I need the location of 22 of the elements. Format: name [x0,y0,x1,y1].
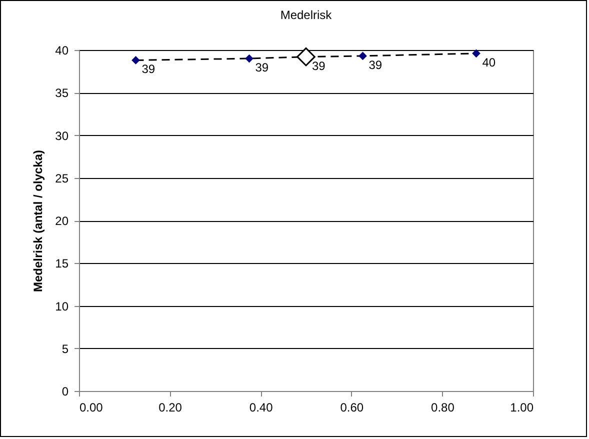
y-tick-label: 20 [55,214,69,228]
data-label: 39 [312,58,326,73]
y-tick-label: 10 [55,299,69,314]
y-tick-label: 0 [62,384,69,398]
x-tick-label: 0.00 [80,400,104,414]
y-tick-label: 15 [55,256,69,271]
y-tick-label: 30 [55,128,69,143]
y-tick-label: 40 [55,44,69,58]
y-tick-label: 35 [55,86,69,100]
data-label: 39 [368,58,382,72]
y-tick-label: 5 [62,342,69,356]
x-tick-label: 1.00 [510,400,534,414]
y-tick-label: 25 [55,171,69,186]
data-label: 39 [255,60,269,75]
x-tick-label: 0.60 [340,400,364,414]
x-tick-label: 0.80 [431,400,455,414]
data-label: 39 [142,62,156,76]
x-tick-label: 0.40 [249,400,274,414]
x-tick-label: 0.20 [158,400,182,414]
y-axis-title: Medelrisk (antal / olycka) [31,150,46,292]
data-label: 40 [482,55,496,70]
chart-title: Medelrisk [280,8,333,22]
